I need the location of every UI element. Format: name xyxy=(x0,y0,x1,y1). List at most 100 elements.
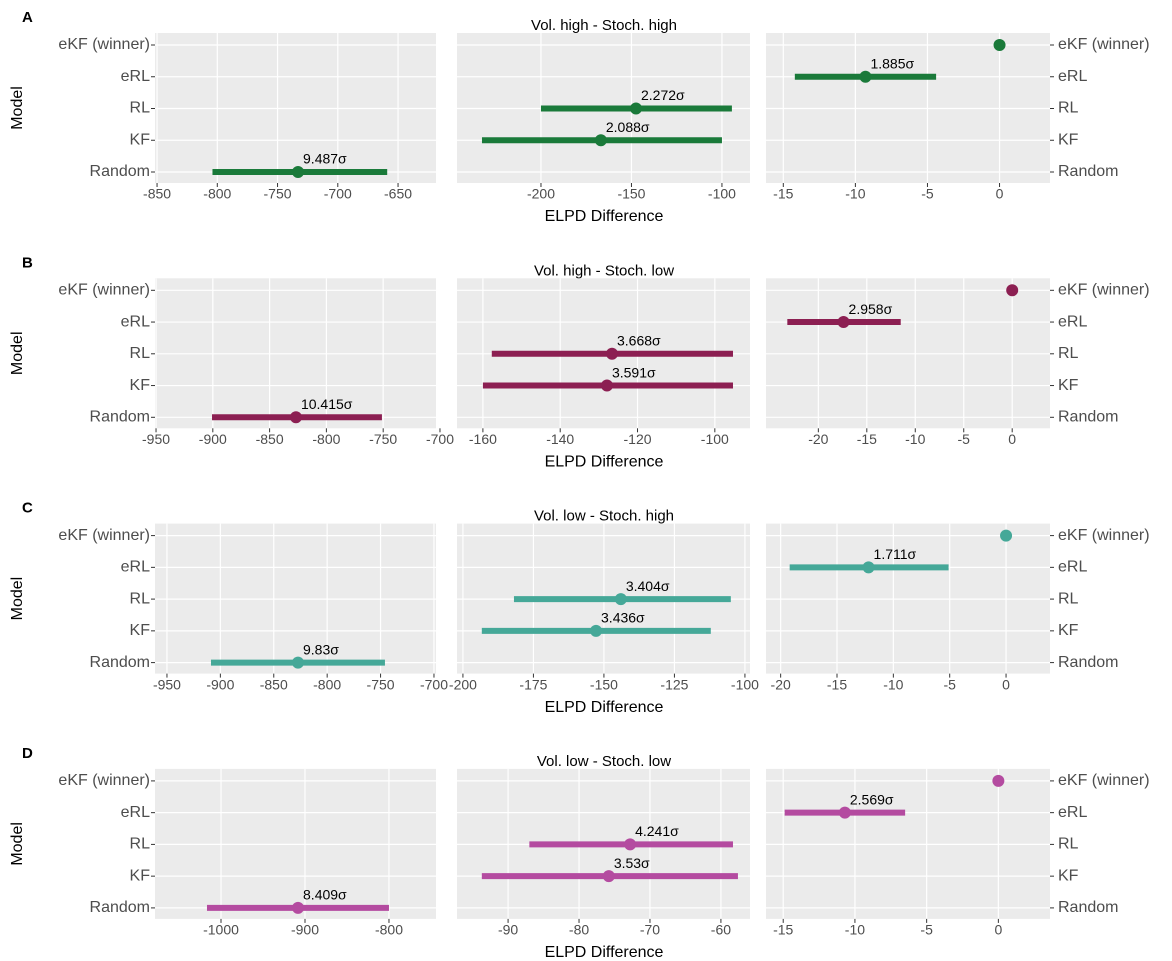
x-tick-label: -100 xyxy=(731,676,759,692)
y-tick-label: KF xyxy=(130,622,151,639)
point xyxy=(629,102,642,115)
x-tick-label: -15 xyxy=(773,922,793,938)
y-tick-label: eRL xyxy=(1058,68,1087,85)
point xyxy=(838,806,851,819)
x-tick-label: -700 xyxy=(420,676,448,692)
x-tick-label: 0 xyxy=(994,922,1002,938)
y-axis-title: Model xyxy=(9,332,26,376)
x-tick-label: -150 xyxy=(590,676,618,692)
y-axis-title: Model xyxy=(9,86,26,130)
x-tick-label: -160 xyxy=(469,431,497,447)
x-tick-label: -5 xyxy=(958,431,971,447)
point xyxy=(624,838,637,851)
x-tick-label: -100 xyxy=(701,431,729,447)
x-tick-label: -60 xyxy=(711,922,731,938)
y-tick-label: eKF (winner) xyxy=(1058,527,1150,544)
point xyxy=(292,656,305,669)
x-tick-label: -1000 xyxy=(203,922,239,938)
point xyxy=(600,379,613,392)
point xyxy=(837,316,850,329)
x-tick-label: -10 xyxy=(845,186,865,202)
y-tick-label: KF xyxy=(130,867,151,884)
sigma-label: 2.569σ xyxy=(850,791,894,807)
point xyxy=(993,39,1006,51)
panel-letter: B xyxy=(22,254,33,271)
y-tick-label: KF xyxy=(1058,622,1079,639)
y-tick-label: eRL xyxy=(1058,559,1087,576)
row-title: Vol. low - Stoch. high xyxy=(534,508,674,525)
point xyxy=(289,411,302,424)
point xyxy=(602,870,615,883)
x-tick-label: -900 xyxy=(206,676,234,692)
y-tick-label: RL xyxy=(1058,590,1079,607)
y-tick-label: Random xyxy=(90,899,150,916)
y-tick-label: eKF (winner) xyxy=(1058,282,1150,299)
point xyxy=(859,70,872,83)
y-tick-label: KF xyxy=(1058,377,1079,394)
y-tick-label: RL xyxy=(1058,836,1079,853)
y-tick-label: Random xyxy=(1058,654,1118,671)
y-tick-label: eKF (winner) xyxy=(58,527,150,544)
x-tick-label: -150 xyxy=(617,186,645,202)
x-axis-title: ELPD Difference xyxy=(545,699,664,716)
sigma-label: 8.409σ xyxy=(303,887,347,903)
sigma-label: 9.487σ xyxy=(303,151,347,167)
x-tick-label: -750 xyxy=(264,186,292,202)
x-tick-label: -5 xyxy=(921,186,934,202)
panel-letter: D xyxy=(22,745,33,762)
y-tick-label: eKF (winner) xyxy=(1058,772,1150,789)
y-tick-label: Random xyxy=(90,409,150,426)
x-tick-label: 0 xyxy=(1008,431,1016,447)
y-tick-label: eRL xyxy=(1058,804,1087,821)
x-tick-label: -900 xyxy=(291,922,319,938)
y-tick-label: Random xyxy=(1058,409,1118,426)
x-tick-label: -20 xyxy=(808,431,828,447)
point xyxy=(992,774,1005,787)
y-tick-label: RL xyxy=(130,836,151,853)
y-tick-label: eKF (winner) xyxy=(58,36,150,53)
x-tick-label: -700 xyxy=(426,431,454,447)
x-tick-label: -800 xyxy=(375,922,403,938)
point xyxy=(292,166,305,178)
x-tick-label: -70 xyxy=(640,922,660,938)
y-tick-label: eKF (winner) xyxy=(58,282,150,299)
x-tick-label: -200 xyxy=(527,186,555,202)
y-axis-title: Model xyxy=(9,822,26,866)
x-tick-label: -90 xyxy=(498,922,518,938)
y-tick-label: RL xyxy=(1058,100,1079,117)
sigma-label: 2.958σ xyxy=(849,301,893,317)
x-tick-label: -125 xyxy=(660,676,688,692)
point xyxy=(590,624,603,637)
x-tick-label: -5 xyxy=(920,922,933,938)
sigma-label: 1.885σ xyxy=(870,55,914,71)
sigma-label: 3.404σ xyxy=(626,578,670,594)
panel-letter: C xyxy=(22,500,33,517)
sigma-label: 3.668σ xyxy=(617,333,661,349)
y-tick-label: eRL xyxy=(121,804,150,821)
y-tick-label: eRL xyxy=(121,559,150,576)
x-tick-label: -10 xyxy=(883,676,903,692)
y-tick-label: RL xyxy=(130,345,151,362)
point xyxy=(614,593,627,606)
x-tick-label: -175 xyxy=(519,676,547,692)
point xyxy=(1006,284,1019,297)
y-tick-label: RL xyxy=(1058,345,1079,362)
x-tick-label: -15 xyxy=(773,186,793,202)
x-tick-label: -15 xyxy=(827,676,847,692)
y-tick-label: eRL xyxy=(1058,313,1087,330)
x-tick-label: -850 xyxy=(143,186,171,202)
y-tick-label: Random xyxy=(1058,899,1118,916)
panel-letter: A xyxy=(22,9,33,26)
x-tick-label: -750 xyxy=(367,676,395,692)
x-tick-label: -850 xyxy=(256,431,284,447)
sigma-label: 3.53σ xyxy=(614,855,650,871)
x-axis-title: ELPD Difference xyxy=(545,454,664,471)
x-tick-label: -10 xyxy=(845,922,865,938)
y-tick-label: KF xyxy=(1058,867,1079,884)
y-tick-label: Random xyxy=(90,654,150,671)
row-title: Vol. high - Stoch. high xyxy=(531,17,677,34)
y-tick-label: Random xyxy=(1058,163,1118,180)
sigma-label: 9.83σ xyxy=(303,641,339,657)
x-tick-label: -10 xyxy=(905,431,925,447)
x-tick-label: -850 xyxy=(260,676,288,692)
